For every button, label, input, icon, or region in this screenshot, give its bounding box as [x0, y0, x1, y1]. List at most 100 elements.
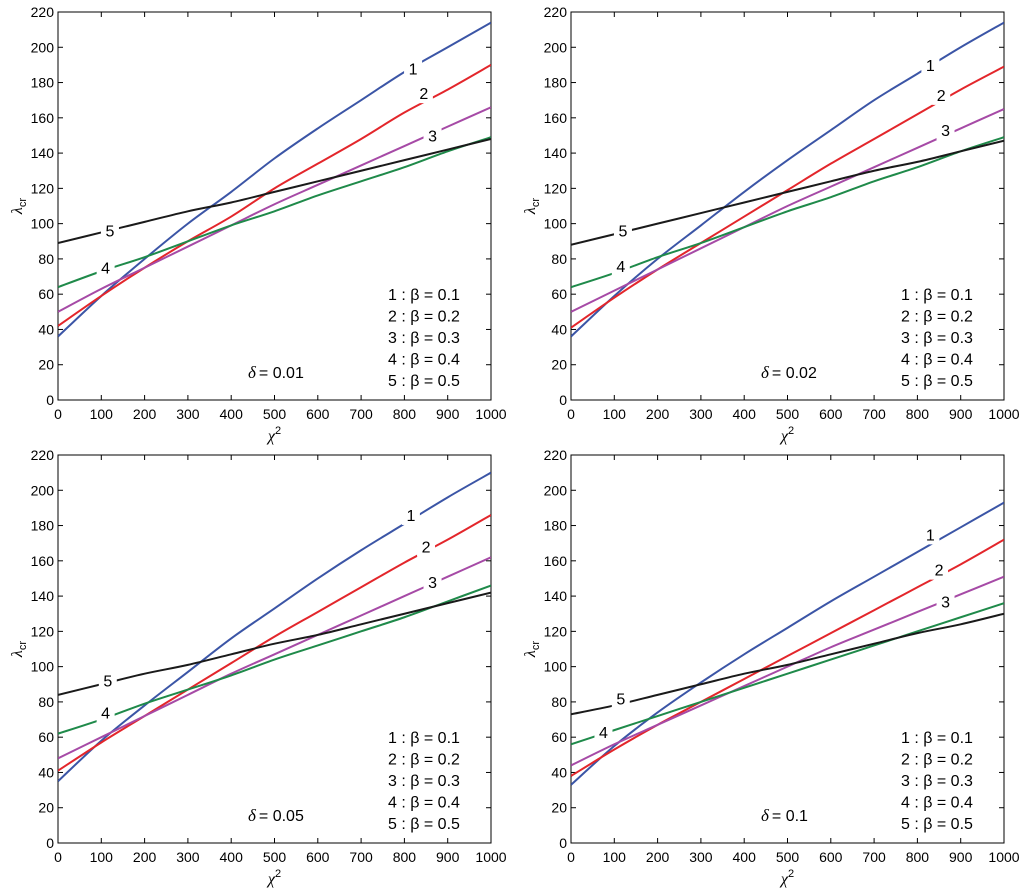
- x-tick-label: 100: [603, 406, 627, 422]
- curve-label-4: 4: [616, 259, 625, 276]
- series-line-2: [58, 514, 491, 772]
- x-tick-label: 700: [349, 406, 373, 422]
- x-tick-label: 500: [263, 849, 287, 865]
- curve-label-5: 5: [616, 691, 625, 708]
- legend-entry: 3 : β = 0.3: [388, 773, 460, 790]
- x-tick-label: 600: [819, 406, 843, 422]
- delta-annotation: δ = 0.1: [761, 806, 808, 825]
- legend-entry: 1 : β = 0.1: [388, 730, 460, 747]
- y-tick-label: 0: [46, 392, 54, 408]
- x-axis-symbol: χ: [779, 871, 789, 888]
- series-line-5: [571, 612, 1004, 716]
- curve-label-1: 1: [926, 58, 935, 75]
- curve-label-4: 4: [599, 725, 608, 742]
- legend-entry: 5 : β = 0.5: [388, 373, 460, 390]
- y-tick-label: 60: [38, 286, 54, 302]
- x-tick-label: 100: [90, 849, 114, 865]
- y-tick-label: 100: [544, 216, 568, 232]
- y-tick-label: 0: [46, 835, 54, 851]
- legend-entry: 5 : β = 0.5: [901, 816, 973, 833]
- x-tick-label: 600: [819, 849, 843, 865]
- curve-label-3: 3: [428, 128, 437, 145]
- x-tick-label: 1000: [988, 849, 1019, 865]
- y-axis-subscript: cr: [530, 198, 542, 208]
- y-tick-label: 80: [551, 251, 567, 267]
- y-tick-label: 140: [544, 588, 568, 604]
- legend-entry: 2 : β = 0.2: [388, 309, 460, 326]
- y-tick-label: 200: [31, 482, 55, 498]
- curve-label-gap: [594, 721, 613, 742]
- delta-value: = 0.02: [772, 365, 817, 382]
- x-tick-label: 800: [393, 406, 417, 422]
- x-tick-label: 500: [776, 406, 800, 422]
- delta-symbol: δ: [761, 363, 770, 382]
- series-line-2: [571, 538, 1004, 777]
- x-tick-label: 200: [646, 406, 670, 422]
- series-line-3: [58, 106, 491, 313]
- x-tick-label: 0: [567, 406, 575, 422]
- curve-label-gap: [921, 524, 940, 545]
- series-line-4: [571, 602, 1004, 746]
- x-tick-label: 100: [90, 406, 114, 422]
- x-tick-label: 0: [54, 406, 62, 422]
- y-tick-label: 0: [559, 392, 567, 408]
- y-tick-label: 220: [544, 447, 568, 463]
- delta-annotation: δ = 0.05: [248, 806, 304, 825]
- x-axis-superscript: 2: [275, 425, 281, 437]
- x-tick-label: 500: [776, 849, 800, 865]
- x-axis-label: χ2: [779, 425, 794, 445]
- y-tick-label: 160: [31, 110, 55, 126]
- curve-label-gap: [100, 220, 119, 241]
- x-tick-label: 700: [862, 406, 886, 422]
- series-group: [571, 501, 1004, 786]
- y-axis-label: λcr: [522, 641, 542, 658]
- x-axis-superscript: 2: [788, 425, 794, 437]
- curve-label-gap: [936, 120, 955, 141]
- x-tick-label: 300: [689, 849, 713, 865]
- x-tick-label: 200: [133, 406, 157, 422]
- curve-label-gap: [423, 571, 442, 592]
- y-axis-symbol: λ: [522, 207, 539, 215]
- legend-entry: 4 : β = 0.4: [388, 352, 460, 369]
- x-tick-label: 0: [567, 849, 575, 865]
- curve-label-4: 4: [101, 261, 110, 278]
- curve-label-2: 2: [422, 540, 431, 557]
- curve-label-2: 2: [937, 88, 946, 105]
- y-tick-label: 140: [31, 145, 55, 161]
- curve-label-1: 1: [406, 508, 415, 525]
- series-line-4: [571, 136, 1004, 289]
- x-tick-label: 800: [906, 849, 930, 865]
- curve-label-gap: [96, 702, 115, 723]
- y-tick-label: 40: [38, 764, 54, 780]
- panel-1: 0 100 200 300 400 500 600 700 800 900 1000 0 20 40 60 8…: [9, 4, 507, 445]
- y-tick-label: 180: [31, 518, 55, 534]
- curve-label-gap: [613, 220, 632, 241]
- curve-label-gap: [611, 688, 630, 709]
- legend-entry: 2 : β = 0.2: [901, 309, 973, 326]
- x-tick-label: 300: [176, 406, 200, 422]
- series-line-2: [571, 65, 1004, 329]
- curve-label-gap: [611, 255, 630, 276]
- x-axis-label: χ2: [266, 425, 281, 445]
- curve-label-1: 1: [926, 527, 935, 544]
- y-tick-label: 40: [551, 321, 567, 337]
- curve-label-5: 5: [103, 674, 112, 691]
- x-tick-label: 100: [603, 849, 627, 865]
- y-tick-label: 200: [544, 482, 568, 498]
- delta-value: = 0.01: [259, 365, 304, 382]
- x-tick-label: 600: [306, 406, 330, 422]
- legend-entry: 4 : β = 0.4: [901, 795, 973, 812]
- y-tick-label: 160: [31, 553, 55, 569]
- y-axis-label: λcr: [9, 198, 29, 215]
- series-line-5: [58, 591, 491, 696]
- legend-entry: 1 : β = 0.1: [901, 287, 973, 304]
- curve-label-gap: [98, 670, 117, 691]
- x-tick-label: 0: [54, 849, 62, 865]
- curve-label-1: 1: [409, 61, 418, 78]
- curve-label-gap: [417, 536, 436, 557]
- x-tick-label: 400: [733, 849, 757, 865]
- y-tick-label: 120: [31, 623, 55, 639]
- x-tick-label: 900: [436, 406, 460, 422]
- curve-label-3: 3: [941, 123, 950, 140]
